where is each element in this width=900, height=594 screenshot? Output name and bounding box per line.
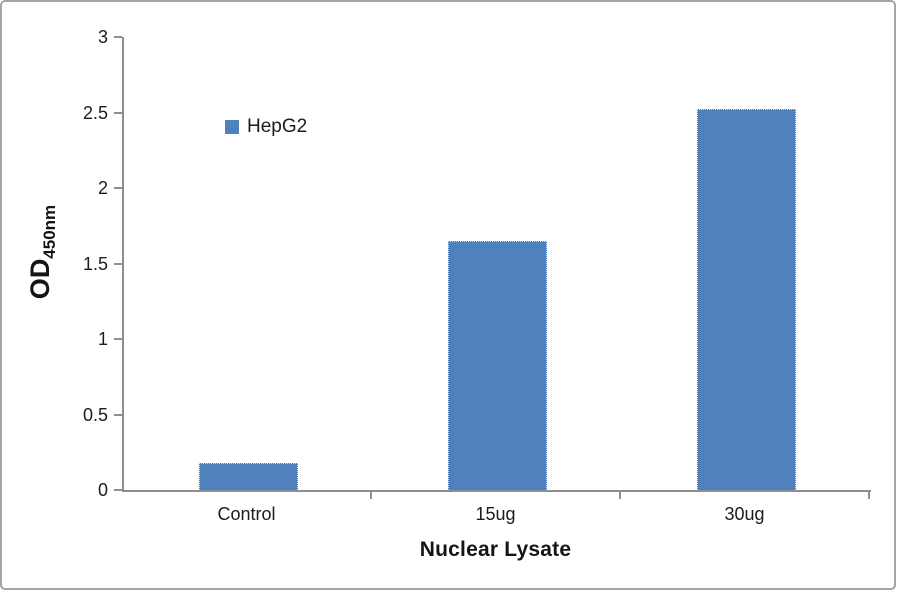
- x-category-label: Control: [217, 504, 276, 524]
- x-category-label: 30ug: [724, 504, 765, 524]
- bar-control: [199, 462, 298, 490]
- y-tick-mark: [114, 338, 122, 340]
- bar-15ug: [448, 240, 547, 490]
- y-tick-label: 1.5: [82, 253, 108, 274]
- y-tick-mark: [114, 111, 122, 114]
- y-axis-title-subscript: 450nm: [40, 204, 59, 259]
- plot-area: [122, 37, 871, 492]
- y-tick-label: 1: [97, 329, 108, 349]
- x-category-label: 15ug: [475, 504, 516, 524]
- y-tick-label: 3: [97, 27, 108, 47]
- x-tick-mark: [619, 491, 621, 499]
- bar-30ug: [697, 109, 796, 490]
- legend: HepG2: [225, 116, 307, 138]
- y-tick-mark: [114, 489, 122, 491]
- y-tick-label: 2: [97, 178, 108, 198]
- y-tick-mark: [114, 187, 122, 189]
- legend-swatch-hepg2: [225, 120, 239, 134]
- y-tick-mark: [114, 36, 122, 38]
- x-tick-mark: [868, 491, 870, 499]
- x-axis-title: Nuclear Lysate: [419, 538, 572, 561]
- y-tick-label: 0: [97, 480, 108, 500]
- y-tick-label: 0.5: [82, 404, 108, 425]
- y-tick-label: 2.5: [82, 102, 108, 123]
- y-tick-mark: [114, 413, 122, 416]
- x-tick-mark: [370, 491, 372, 499]
- legend-label: HepG2: [247, 116, 308, 137]
- y-tick-mark: [114, 262, 122, 265]
